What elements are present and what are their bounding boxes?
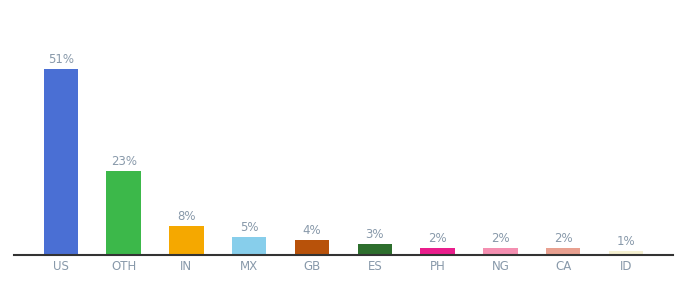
Bar bbox=[169, 226, 204, 255]
Text: 2%: 2% bbox=[428, 232, 447, 245]
Text: 2%: 2% bbox=[554, 232, 573, 245]
Bar bbox=[546, 248, 581, 255]
Text: 3%: 3% bbox=[366, 228, 384, 241]
Bar bbox=[420, 248, 455, 255]
Text: 1%: 1% bbox=[617, 236, 635, 248]
Bar bbox=[358, 244, 392, 255]
Bar bbox=[44, 69, 78, 255]
Text: 5%: 5% bbox=[240, 221, 258, 234]
Text: 2%: 2% bbox=[491, 232, 510, 245]
Bar bbox=[232, 237, 267, 255]
Text: 51%: 51% bbox=[48, 53, 74, 66]
Text: 4%: 4% bbox=[303, 224, 322, 238]
Text: 8%: 8% bbox=[177, 210, 196, 223]
Bar bbox=[609, 251, 643, 255]
Bar bbox=[106, 171, 141, 255]
Bar bbox=[294, 240, 329, 255]
Bar bbox=[483, 248, 517, 255]
Text: 23%: 23% bbox=[111, 155, 137, 168]
